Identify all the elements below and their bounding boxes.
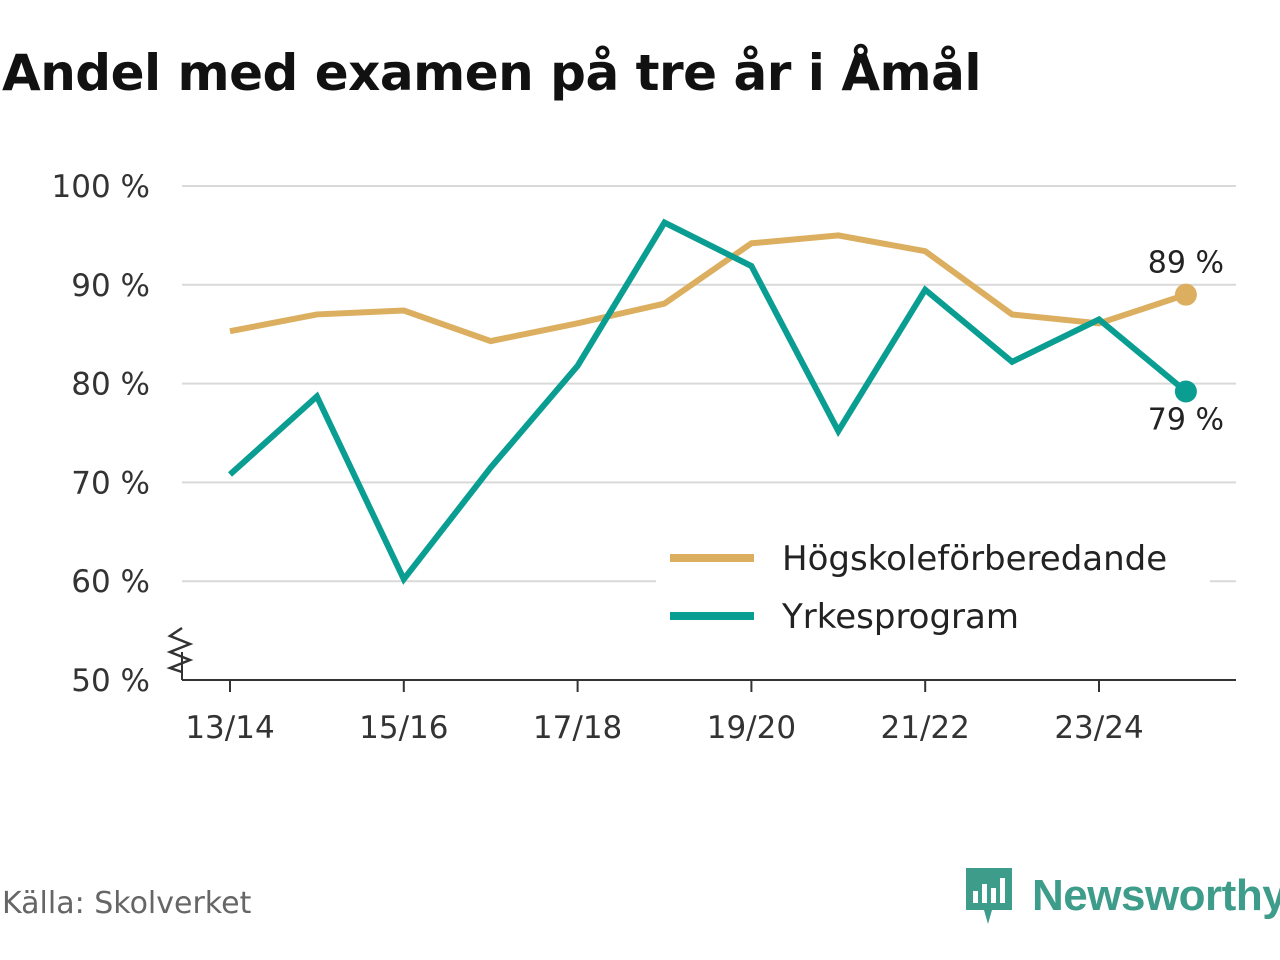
axis-break-icon <box>166 626 194 674</box>
series <box>227 218 1197 585</box>
y-tick-label: 70 % <box>71 465 150 501</box>
series-line <box>229 232 1187 345</box>
brand-name: Newsworthy <box>1032 871 1280 920</box>
end-value-label: 89 % <box>1148 246 1224 281</box>
source-note: Källa: Skolverket <box>2 886 252 921</box>
chart-title: Andel med examen på tre år i Åmål <box>2 44 982 102</box>
brand-logo: Newsworthy <box>964 864 1280 928</box>
series-line <box>227 218 1188 585</box>
newsworthy-logo-icon <box>966 868 1012 924</box>
legend-label: Högskoleförberedande <box>782 539 1167 579</box>
x-tick-label: 19/20 <box>707 710 796 746</box>
legend: Högskoleförberedande Yrkesprogram <box>656 528 1210 644</box>
y-tick-label: 60 % <box>71 564 150 600</box>
x-tick-label: 15/16 <box>359 710 448 746</box>
end-point-marker <box>1174 283 1197 306</box>
legend-background <box>656 528 1210 644</box>
y-tick-label: 100 % <box>52 169 150 205</box>
axes <box>166 626 1236 681</box>
y-axis-ticks: 50 % 60 % 70 % 80 % 90 % 100 % <box>52 169 150 699</box>
x-tick-label: 13/14 <box>185 710 274 746</box>
x-tick-label: 21/22 <box>881 710 970 746</box>
legend-label: Yrkesprogram <box>781 597 1019 637</box>
end-value-label: 79 % <box>1148 403 1224 438</box>
x-axis-ticks: 13/14 15/16 17/18 19/20 21/22 23/24 <box>185 680 1144 746</box>
y-tick-label: 50 % <box>71 663 150 699</box>
y-tick-label: 80 % <box>71 367 150 403</box>
y-tick-label: 90 % <box>71 268 150 304</box>
x-tick-label: 23/24 <box>1054 710 1143 746</box>
end-point-marker <box>1174 380 1197 403</box>
x-tick-label: 17/18 <box>533 710 622 746</box>
end-labels: 89 % 79 % <box>1148 246 1224 438</box>
